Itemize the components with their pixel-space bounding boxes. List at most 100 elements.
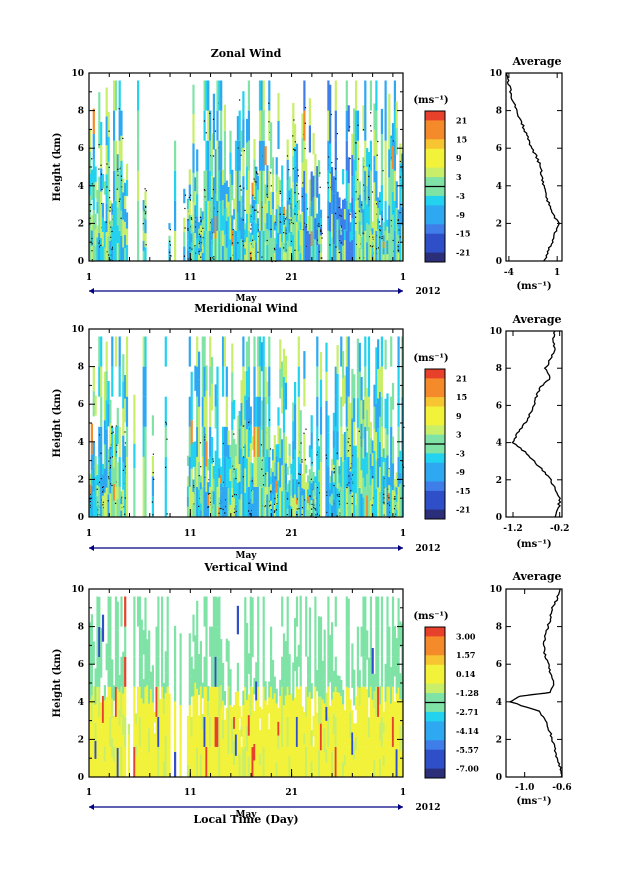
heatmap-cell: [231, 742, 234, 754]
heatmap-cell: [242, 748, 245, 763]
heatmap-cell: [273, 743, 276, 761]
stipple-dot: [193, 503, 195, 505]
heatmap-cell: [209, 396, 212, 427]
heatmap-cell: [96, 496, 99, 507]
month-label: May: [235, 294, 257, 304]
stipple-dot: [100, 173, 103, 175]
y-axis-label: Height (km): [52, 133, 63, 202]
heatmap-cell: [351, 665, 354, 688]
colorbar-tick-label: -15: [456, 486, 470, 496]
colorbar-tick-label: -7.00: [456, 764, 479, 774]
heatmap-cell: [325, 692, 328, 707]
heatmap-cell: [218, 507, 221, 517]
heatmap-cell: [214, 656, 217, 687]
heatmap-cell: [373, 103, 376, 130]
stipple-dot: [90, 504, 92, 506]
heatmap-cell: [345, 656, 348, 687]
heatmap-cell: [349, 403, 352, 426]
heatmap-cell: [96, 201, 99, 214]
heatmap-cell: [338, 239, 341, 251]
heatmap-cell: [303, 140, 306, 171]
heatmap-cell: [323, 703, 326, 728]
heatmap-cell: [135, 766, 138, 777]
heatmap-cell: [107, 471, 110, 495]
heatmap-cell: [358, 705, 361, 724]
stipple-dot: [289, 198, 291, 200]
heatmap-cell: [210, 686, 214, 717]
heatmap-cell: [103, 371, 106, 396]
stipple-dot: [335, 212, 337, 215]
heatmap-cell: [286, 656, 289, 687]
heatmap-cell: [199, 475, 202, 483]
heatmap-cell: [146, 639, 149, 663]
heatmap-cell: [214, 450, 217, 473]
heatmap-cell: [201, 745, 204, 762]
heatmap-cell: [373, 691, 376, 709]
heatmap-cell: [314, 746, 317, 777]
stipple-dot: [204, 189, 206, 192]
heatmap-cell: [316, 486, 319, 517]
heatmap-cell: [107, 626, 110, 657]
heatmap-cell: [199, 207, 202, 217]
heatmap-cell: [142, 396, 145, 427]
heatmap-cell: [103, 420, 106, 445]
heatmap-cell: [90, 184, 93, 200]
heatmap-cell: [356, 457, 359, 488]
heatmap-cell: [353, 469, 356, 494]
heatmap-cell: [364, 686, 367, 717]
heatmap-cell: [327, 483, 330, 500]
heatmap-cell: [105, 458, 108, 488]
heatmap-cell: [303, 434, 306, 462]
heatmap-cell: [345, 596, 348, 627]
heatmap-cell: [118, 725, 121, 743]
heatmap-cell: [364, 110, 367, 141]
heatmap-cell: [401, 189, 404, 208]
heatmap-cell: [199, 489, 202, 497]
colorbar-swatch: [425, 252, 445, 263]
heatmap-cell: [258, 396, 262, 427]
heatmap-cell: [210, 218, 214, 240]
heatmap-cell: [246, 213, 249, 238]
heatmap-cell: [100, 237, 103, 261]
heatmap-cell: [144, 191, 147, 206]
heatmap-cell: [188, 681, 191, 706]
stipple-dot: [383, 501, 385, 503]
heatmap-cell: [205, 140, 208, 171]
heatmap-cell: [316, 755, 319, 777]
stipple-dot: [349, 445, 351, 447]
heatmap-cell: [297, 250, 300, 261]
heatmap-cell: [380, 456, 383, 487]
stipple-dot: [212, 118, 215, 120]
heatmap-cell: [109, 656, 112, 687]
heatmap-cell: [227, 444, 230, 460]
heatmap-cell: [89, 217, 92, 240]
stipple-dot: [286, 155, 289, 157]
heatmap-cell: [303, 722, 306, 734]
heatmap-cell: [246, 674, 249, 700]
heatmap-cell: [367, 717, 371, 738]
heatmap-cell: [343, 375, 347, 404]
heatmap-cell: [144, 717, 147, 748]
colorbar-swatch: [425, 195, 445, 206]
heatmap-cell: [116, 660, 119, 690]
colorbar-tick-label: -15: [456, 229, 470, 239]
heatmap-cell: [257, 656, 260, 687]
heatmap-cell: [331, 214, 334, 238]
heatmap-cell: [111, 238, 114, 250]
heatmap-cell: [120, 210, 123, 236]
stipple-dot: [283, 213, 285, 215]
heatmap-cell: [244, 229, 247, 236]
stipple-dot: [200, 256, 202, 258]
average-frame: [505, 72, 563, 262]
heatmap-cell: [246, 487, 249, 517]
stipple-dot: [257, 251, 259, 253]
stipple-dot: [261, 206, 263, 208]
heatmap-cell: [314, 716, 317, 747]
heatmap-cell: [236, 605, 239, 635]
stipple-dot: [169, 229, 171, 231]
heatmap-cell: [242, 232, 245, 261]
heatmap-cell: [327, 200, 330, 231]
heatmap-cell: [229, 723, 232, 742]
heatmap-cell: [188, 336, 191, 367]
heatmap-cell: [233, 497, 236, 517]
